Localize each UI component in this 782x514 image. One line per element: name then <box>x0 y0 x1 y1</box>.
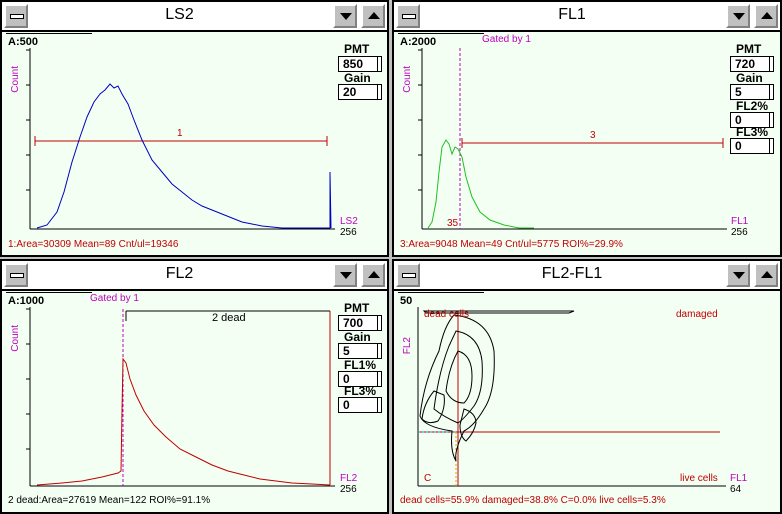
minimize-arrow-icon[interactable] <box>333 263 357 287</box>
fl1-gain-input[interactable]: 5 <box>730 84 770 100</box>
fl1-comp1-label: FL2% <box>736 99 769 113</box>
fl1-scale: A:2000 <box>400 36 437 48</box>
ls2-gain-label: Gain <box>344 71 371 85</box>
fl2-histogram <box>26 307 335 487</box>
ls2-pmt-input[interactable]: 850 <box>338 56 378 72</box>
fl2-comp2-input[interactable]: 0 <box>338 397 378 413</box>
fl2-titlebar[interactable]: FL2 <box>2 261 387 289</box>
fl1-titlebar[interactable]: FL1 <box>394 2 780 30</box>
fl2-histogram-line <box>36 357 331 486</box>
ls2-scale: A:500 <box>8 36 38 48</box>
fl2fl1-scale: 50 <box>400 295 413 307</box>
fl1-gain-label: Gain <box>736 71 763 85</box>
fl2-gain-label: Gain <box>344 330 371 344</box>
fl2fl1-quadrant-live-cells: live cells <box>680 473 718 484</box>
minimize-arrow-icon[interactable] <box>726 4 750 28</box>
fl2fl1-x-axis-label: FL1 <box>730 473 748 484</box>
fl2-comp1-label: FL1% <box>344 358 377 372</box>
ls2-gain-input[interactable]: 20 <box>338 84 378 100</box>
fl2fl1-window-title: FL2-FL1 <box>541 265 603 282</box>
fl2fl1-contour-plot <box>417 307 726 487</box>
fl1-plot-area[interactable]: A:2000 Gated by 1 Count 3 35 FL1 256 3:A… <box>394 32 780 255</box>
fl2fl1-x-max: 64 <box>730 484 742 495</box>
system-menu-icon[interactable] <box>4 263 28 287</box>
fl1-histogram <box>418 48 727 230</box>
system-menu-icon[interactable] <box>396 4 420 28</box>
minimize-arrow-icon[interactable] <box>333 4 357 28</box>
fl2fl1-contours <box>419 310 575 462</box>
fl2fl1-plot-area[interactable]: 50 FL2 dead cells damaged C live cells F… <box>394 291 780 512</box>
fl1-stats: 3:Area=9048 Mean=49 Cnt/ul=5775 ROI%=29.… <box>400 239 623 250</box>
fl2-gated-label: Gated by 1 <box>90 293 139 304</box>
fl2fl1-quadrant-dead-cells: dead cells <box>424 309 470 320</box>
fl2-gain-input[interactable]: 5 <box>338 343 378 359</box>
fl2-x-axis-label: FL2 <box>340 473 358 484</box>
ls2-histogram-line <box>36 83 332 229</box>
fl1-window: FL1 A:2000 Gated by 1 Count 3 35 FL1 256… <box>392 0 782 257</box>
ls2-titlebar[interactable]: LS2 <box>2 2 387 30</box>
maximize-arrow-icon[interactable] <box>754 263 778 287</box>
ls2-gate-label: 1 <box>177 128 183 139</box>
maximize-arrow-icon[interactable] <box>754 4 778 28</box>
fl2fl1-quadrant-damaged: damaged <box>676 309 718 320</box>
fl1-histogram-line <box>427 139 534 229</box>
minimize-arrow-icon[interactable] <box>726 263 750 287</box>
fl2-stats: 2 dead:Area=27619 Mean=122 ROI%=91.1% <box>8 495 211 506</box>
fl2-window: FL2 A:1000 Gated by 1 Count 2 dead FL2 2… <box>0 259 389 514</box>
fl2-pmt-input[interactable]: 700 <box>338 315 378 331</box>
fl1-pmt-label: PMT <box>736 42 762 56</box>
maximize-arrow-icon[interactable] <box>361 263 385 287</box>
fl1-gated-label: Gated by 1 <box>482 34 531 45</box>
fl1-gate-label: 3 <box>590 130 596 141</box>
fl2-x-max: 256 <box>340 484 357 495</box>
fl2-scale: A:1000 <box>8 295 45 307</box>
fl2-comp2-label: FL3% <box>344 384 377 398</box>
fl1-x-max: 256 <box>731 227 748 238</box>
ls2-window-title: LS2 <box>165 6 194 23</box>
fl1-x-axis-label: FL1 <box>731 216 749 227</box>
fl1-window-title: FL1 <box>558 6 586 23</box>
fl2-gate-label: 2 dead <box>212 312 246 324</box>
fl1-pmt-input[interactable]: 720 <box>730 56 770 72</box>
fl1-marker-label: 35 <box>447 218 459 229</box>
fl1-comp2-label: FL3% <box>736 125 769 139</box>
ls2-stats: 1:Area=30309 Mean=89 Cnt/ul=19346 <box>8 239 179 250</box>
fl1-comp2-input[interactable]: 0 <box>730 138 770 154</box>
system-menu-icon[interactable] <box>396 263 420 287</box>
ls2-window: LS2 A:500 Count 1 LS2 256 1:Area=30309 M… <box>0 0 389 257</box>
fl2-pmt-label: PMT <box>344 301 370 315</box>
fl2fl1-stats: dead cells=55.9% damaged=38.8% C=0.0% li… <box>400 495 666 506</box>
fl2-comp1-input[interactable]: 0 <box>338 371 378 387</box>
fl1-comp1-input[interactable]: 0 <box>730 112 770 128</box>
ls2-x-axis-label: LS2 <box>340 216 358 227</box>
fl2-plot-area[interactable]: A:1000 Gated by 1 Count 2 dead FL2 256 2… <box>2 291 387 512</box>
fl2fl1-quadrant-c: C <box>424 473 432 484</box>
fl2fl1-titlebar[interactable]: FL2-FL1 <box>394 261 780 289</box>
fl2fl1-window: FL2-FL1 50 FL2 dead cells damaged C <box>392 259 782 514</box>
ls2-plot-area[interactable]: A:500 Count 1 LS2 256 1:Area=30309 Mean=… <box>2 32 387 255</box>
ls2-pmt-label: PMT <box>344 42 370 56</box>
maximize-arrow-icon[interactable] <box>361 4 385 28</box>
ls2-histogram <box>26 48 335 230</box>
ls2-x-max: 256 <box>340 227 357 238</box>
system-menu-icon[interactable] <box>4 4 28 28</box>
fl2-window-title: FL2 <box>165 265 194 282</box>
